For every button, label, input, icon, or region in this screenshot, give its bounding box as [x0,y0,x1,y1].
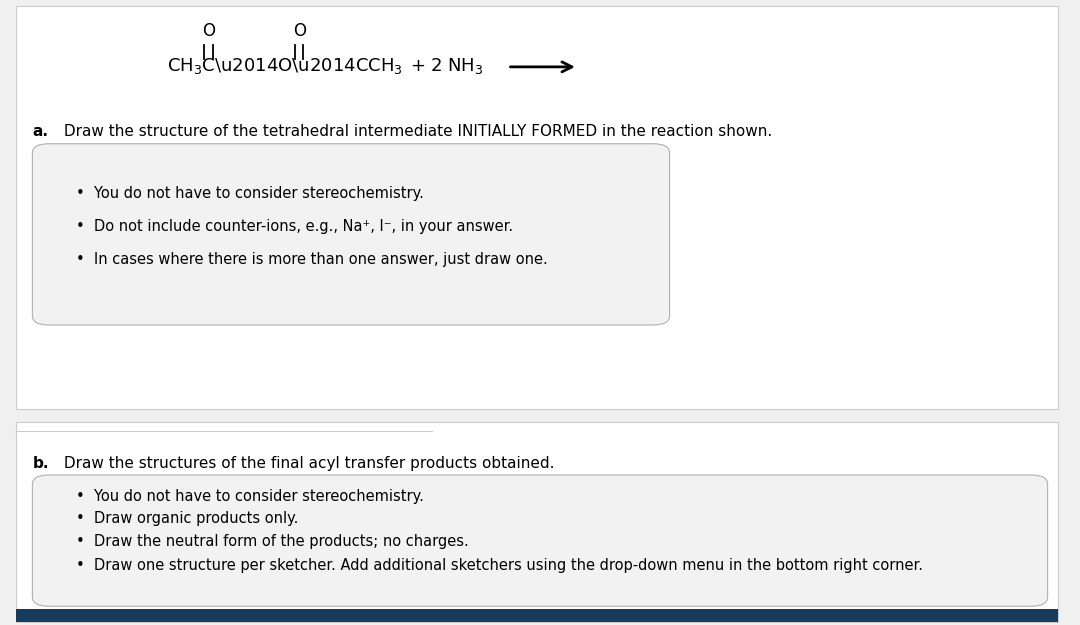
FancyBboxPatch shape [16,6,1058,409]
Text: •  You do not have to consider stereochemistry.: • You do not have to consider stereochem… [76,489,423,504]
Text: b.: b. [32,456,49,471]
Text: •  You do not have to consider stereochemistry.: • You do not have to consider stereochem… [76,186,423,201]
Text: $\mathdefault{CH_3}$C\u2014O\u2014C$\mathdefault{CH_3}$: $\mathdefault{CH_3}$C\u2014O\u2014C$\mat… [167,56,403,76]
Text: •  Draw the neutral form of the products; no charges.: • Draw the neutral form of the products;… [76,534,469,549]
FancyBboxPatch shape [32,475,1048,606]
Text: •  In cases where there is more than one answer, just draw one.: • In cases where there is more than one … [76,252,548,267]
Text: Draw the structure of the tetrahedral intermediate INITIALLY FORMED in the react: Draw the structure of the tetrahedral in… [59,124,772,139]
Text: •  Draw organic products only.: • Draw organic products only. [76,511,298,526]
FancyBboxPatch shape [32,144,670,325]
Text: •  Draw one structure per sketcher. Add additional sketchers using the drop-down: • Draw one structure per sketcher. Add a… [76,558,922,573]
Text: + 2 NH$_3$: + 2 NH$_3$ [410,56,484,76]
Text: Draw the structures of the final acyl transfer products obtained.: Draw the structures of the final acyl tr… [59,456,555,471]
Text: •  Do not include counter-ions, e.g., Na⁺, I⁻, in your answer.: • Do not include counter-ions, e.g., Na⁺… [76,219,513,234]
Text: O: O [202,22,215,40]
FancyBboxPatch shape [16,422,1058,622]
FancyBboxPatch shape [16,609,1058,622]
Text: a.: a. [32,124,49,139]
Text: O: O [293,22,306,40]
